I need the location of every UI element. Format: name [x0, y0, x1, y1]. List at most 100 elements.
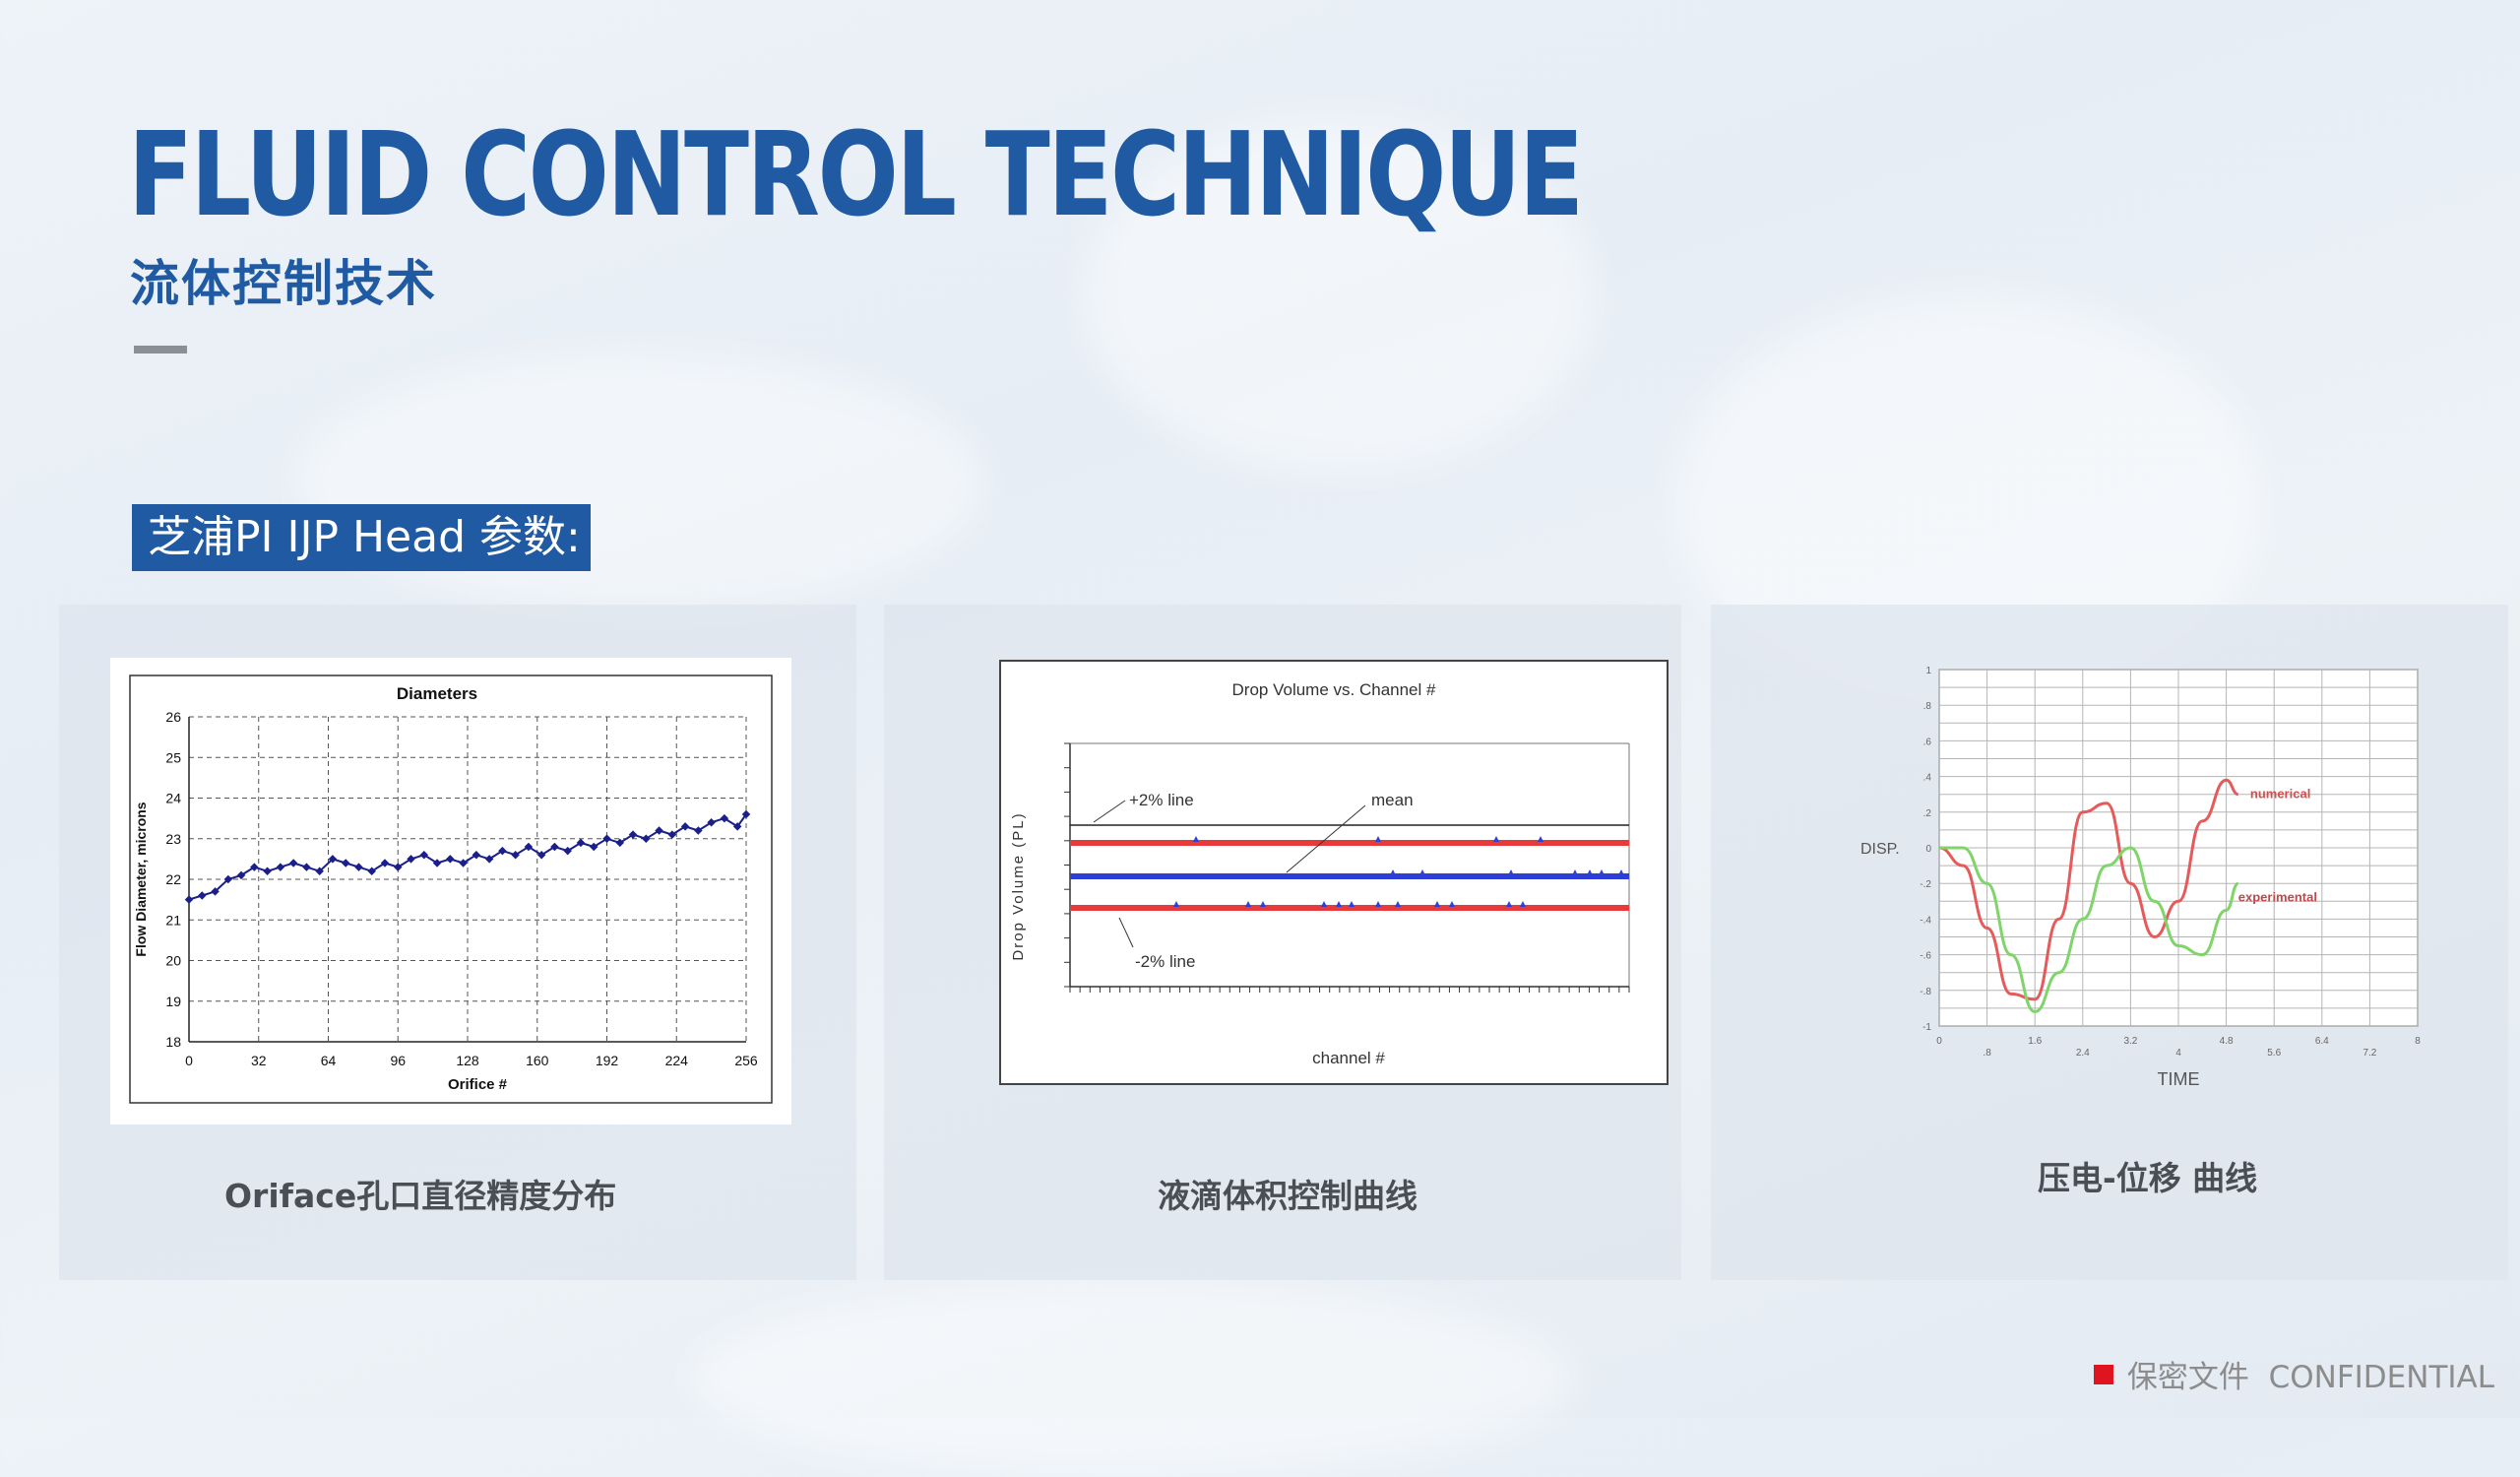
- data-marker: [1375, 836, 1381, 842]
- x-tick-label: 256: [734, 1053, 758, 1068]
- data-point: [198, 891, 207, 900]
- footer-text: 保密文件 CONFIDENTIAL: [2126, 1360, 2494, 1395]
- x-tick-label: 7.2: [2362, 1048, 2376, 1059]
- x-tick-label: 4.8: [2220, 1036, 2234, 1047]
- y-tick-label: 20: [165, 953, 181, 969]
- x-tick-label: 4: [2175, 1048, 2181, 1059]
- data-point: [484, 855, 494, 864]
- y-axis-label: Flow Diameter, microns: [133, 802, 149, 956]
- data-point: [276, 863, 285, 871]
- data-point: [288, 859, 298, 867]
- y-tick-label: -.2: [1920, 879, 1931, 890]
- x-tick-label: 224: [665, 1053, 689, 1068]
- data-marker: [1587, 869, 1593, 875]
- legend-numerical: numerical: [2250, 786, 2310, 801]
- data-marker: [1375, 901, 1381, 907]
- data-point: [354, 863, 363, 871]
- background-shape: [295, 354, 984, 610]
- y-tick-label: 0: [1925, 844, 1931, 855]
- card-drop-volume: Drop Volume vs. Channel # Drop Volume (P…: [884, 605, 1681, 1280]
- annotation-mean: mean: [1371, 791, 1414, 809]
- data-marker: [1493, 836, 1499, 842]
- card-caption: 压电-位移 曲线: [2038, 1159, 2258, 1197]
- chart-title: Drop Volume vs. Channel #: [1232, 680, 1436, 699]
- chart-piezo: 1 .8 .6 .4 .2 0 -.2 -.4 -.6 -.8 -1 0 .8 1.6 2.4 3.2 4 4.8…: [1860, 666, 2421, 1089]
- y-tick-label: 18: [165, 1034, 181, 1050]
- y-axis-label: DISP.: [1860, 841, 1900, 858]
- x-axis-label: TIME: [2158, 1069, 2200, 1089]
- card-caption: Oriface孔口直径精度分布: [224, 1177, 617, 1215]
- data-point: [419, 851, 429, 860]
- data-point: [472, 851, 481, 860]
- background-shape: [689, 1280, 1575, 1477]
- data-marker: [1618, 869, 1624, 875]
- y-tick-label: .4: [1923, 773, 1932, 784]
- y-tick-label: -1: [1922, 1022, 1931, 1033]
- footer: 保密文件 CONFIDENTIAL: [2093, 1352, 2494, 1396]
- data-point: [407, 855, 415, 864]
- chart-drop-volume: Drop Volume vs. Channel # Drop Volume (P…: [999, 660, 1669, 1085]
- annotation-minus2: -2% line: [1135, 952, 1195, 971]
- background-shape: [1083, 118, 1595, 473]
- chart-diameters-frame: Diameters Flow Diameter, microns Orifice…: [110, 658, 791, 1124]
- x-tick-label: 0: [1936, 1036, 1942, 1047]
- x-tick-label: .8: [1983, 1048, 1991, 1059]
- data-marker: [1520, 901, 1526, 907]
- title-divider: [134, 346, 187, 353]
- data-point: [394, 863, 403, 871]
- y-tick-label: 1: [1925, 666, 1931, 676]
- data-marker: [1395, 901, 1401, 907]
- data-point: [315, 867, 324, 875]
- confidential-mark: [2093, 1364, 2113, 1384]
- data-marker: [1349, 901, 1354, 907]
- data-marker: [1321, 901, 1327, 907]
- card-caption: 液滴体积控制曲线: [1158, 1177, 1418, 1215]
- series-numerical: [1938, 778, 2239, 1001]
- annotation-arrow: [1093, 800, 1126, 823]
- data-marker: [1538, 836, 1544, 842]
- data-marker: [1506, 901, 1512, 907]
- data-point: [432, 859, 442, 867]
- data-marker: [1419, 869, 1425, 875]
- x-tick-label: 192: [596, 1053, 619, 1068]
- page-title-cn: 流体控制技术: [130, 255, 437, 312]
- x-tick-label: 8: [2415, 1036, 2421, 1047]
- x-tick-label: 0: [185, 1053, 193, 1068]
- data-marker: [1336, 901, 1342, 907]
- chart-title: Diameters: [397, 684, 477, 703]
- card-piezo-displacement: 1 .8 .6 .4 .2 0 -.2 -.4 -.6 -.8 -1 0 .8 1.6 2.4 3.2 4 4.8…: [1711, 605, 2508, 1280]
- annotation-arrow: [1286, 804, 1366, 873]
- series-experimental: [1939, 846, 2239, 1014]
- x-tick-label: 1.6: [2028, 1036, 2042, 1047]
- x-axis-label: channel #: [1312, 1049, 1385, 1067]
- card-orifice-diameters: Diameters Flow Diameter, microns Orifice…: [59, 605, 856, 1280]
- y-tick-label: .2: [1923, 808, 1932, 819]
- data-marker: [1260, 901, 1266, 907]
- data-point: [367, 867, 376, 875]
- x-axis-label: Orifice #: [448, 1076, 508, 1093]
- y-axis-label: Drop Volume (PL): [1010, 811, 1027, 960]
- x-tick-label: 160: [526, 1053, 549, 1068]
- x-tick-label: 32: [251, 1053, 267, 1068]
- data-point: [328, 855, 338, 864]
- y-tick-label: -.8: [1920, 987, 1931, 997]
- data-marker: [1599, 869, 1605, 875]
- page-title-en: FLUID CONTROL TECHNIQUE: [128, 106, 1584, 242]
- y-tick-label: 19: [165, 994, 181, 1009]
- legend-experimental: experimental: [2238, 889, 2317, 904]
- y-tick-label: -.6: [1920, 951, 1931, 962]
- y-tick-label: 24: [165, 791, 181, 806]
- data-point: [459, 859, 468, 867]
- x-tick-label: 2.4: [2076, 1048, 2090, 1059]
- chart-border: [999, 660, 1669, 1085]
- y-tick-label: .8: [1923, 701, 1932, 712]
- data-marker: [1193, 836, 1199, 842]
- data-marker: [1572, 869, 1578, 875]
- data-marker: [1390, 869, 1396, 875]
- data-marker: [1173, 901, 1179, 907]
- data-point: [302, 863, 311, 871]
- y-tick-label: 21: [165, 912, 181, 928]
- data-point: [341, 859, 350, 867]
- chart-diameters: Diameters Flow Diameter, microns Orifice…: [129, 674, 773, 1104]
- data-marker: [1449, 901, 1455, 907]
